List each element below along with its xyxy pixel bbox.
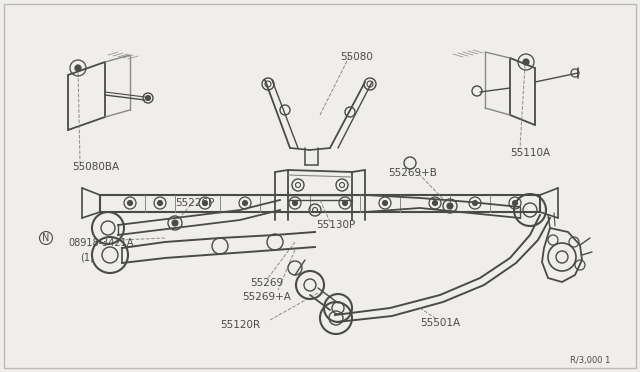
Circle shape — [513, 201, 518, 205]
Text: 08918-3421A: 08918-3421A — [68, 238, 133, 248]
Text: (1): (1) — [80, 252, 93, 262]
Text: 55269+B: 55269+B — [388, 168, 437, 178]
Circle shape — [75, 65, 81, 71]
Circle shape — [383, 201, 387, 205]
Circle shape — [127, 201, 132, 205]
Text: R/3,000 1: R/3,000 1 — [570, 356, 611, 365]
Text: 55120R: 55120R — [220, 320, 260, 330]
Circle shape — [157, 201, 163, 205]
Circle shape — [472, 201, 477, 205]
Circle shape — [145, 96, 150, 100]
Text: 55130P: 55130P — [316, 220, 355, 230]
Text: N: N — [42, 233, 50, 243]
Text: 55080BA: 55080BA — [72, 162, 119, 172]
Circle shape — [433, 201, 438, 205]
Text: 55269: 55269 — [250, 278, 283, 288]
Circle shape — [172, 220, 178, 226]
Circle shape — [523, 59, 529, 65]
Circle shape — [202, 201, 207, 205]
Text: 55110A: 55110A — [510, 148, 550, 158]
Text: 55501A: 55501A — [420, 318, 460, 328]
Circle shape — [447, 203, 453, 209]
Text: 55269+A: 55269+A — [242, 292, 291, 302]
Text: 55080: 55080 — [340, 52, 373, 62]
Circle shape — [292, 201, 298, 205]
Circle shape — [243, 201, 248, 205]
Circle shape — [342, 201, 348, 205]
Text: 55226P: 55226P — [175, 198, 214, 208]
